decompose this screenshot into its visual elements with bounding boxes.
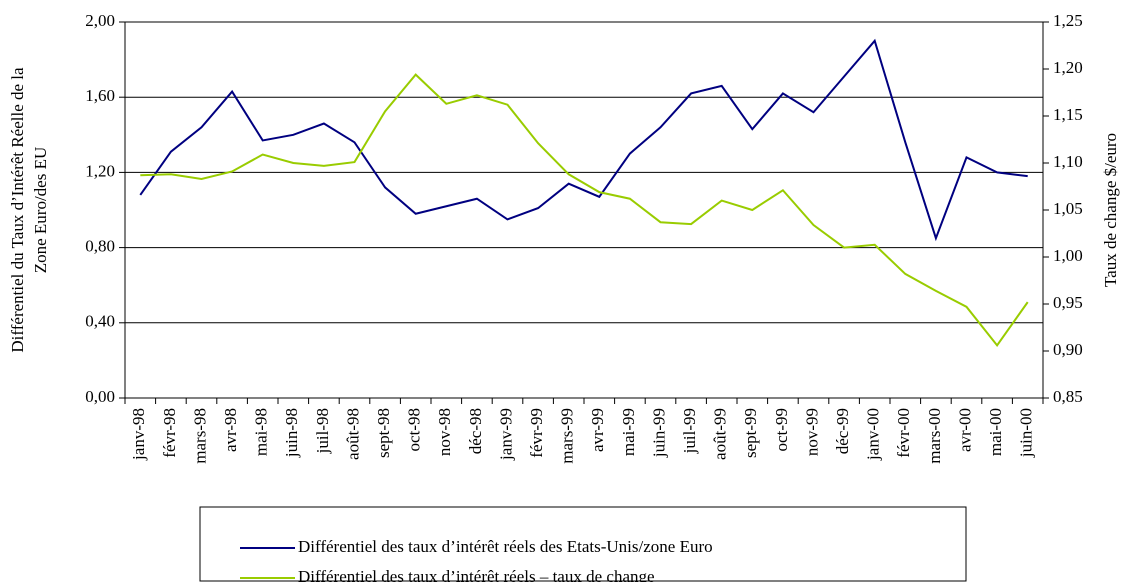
y-tick-label: 1,60 bbox=[85, 86, 115, 105]
series-line bbox=[139, 38, 1028, 242]
y2-tick-label: 1,00 bbox=[1053, 246, 1083, 265]
x-tick-label: juil-98 bbox=[313, 408, 332, 454]
legend-box bbox=[199, 506, 967, 582]
x-tick-label: avr-98 bbox=[221, 408, 240, 452]
y2-tick-label: 1,05 bbox=[1053, 199, 1083, 218]
x-tick-label: août-99 bbox=[711, 408, 730, 460]
y2-tick-label: 0,85 bbox=[1053, 387, 1083, 406]
series-line bbox=[140, 73, 1029, 348]
x-tick-label: juil-99 bbox=[680, 408, 699, 454]
x-tick-label: déc-99 bbox=[833, 408, 852, 454]
y2-tick-label: 1,10 bbox=[1053, 152, 1083, 171]
y2-tick-label: 1,20 bbox=[1053, 58, 1083, 77]
x-tick-label: août-98 bbox=[343, 408, 362, 460]
y2-axis-label: Taux de change $/euro bbox=[1101, 133, 1120, 287]
x-tick-label: nov-99 bbox=[802, 408, 821, 456]
legend-label: Différentiel des taux d’intérêt réels de… bbox=[298, 537, 713, 556]
x-tick-label: mai-99 bbox=[619, 408, 638, 456]
x-tick-label: mai-98 bbox=[252, 408, 271, 456]
x-tick-label: févr-99 bbox=[527, 408, 546, 458]
x-tick-label: oct-98 bbox=[405, 408, 424, 451]
x-tick-label: oct-99 bbox=[772, 408, 791, 451]
x-tick-label: déc-98 bbox=[466, 408, 485, 454]
x-tick-label: avr-99 bbox=[588, 408, 607, 452]
x-tick-label: mars-99 bbox=[558, 408, 577, 464]
y-tick-label: 2,00 bbox=[85, 11, 115, 30]
x-tick-label: sept-99 bbox=[741, 408, 760, 458]
x-tick-label: mars-98 bbox=[190, 408, 209, 464]
x-tick-label: mars-00 bbox=[925, 408, 944, 464]
x-tick-label: févr-00 bbox=[894, 408, 913, 458]
x-tick-label: janv-99 bbox=[496, 408, 515, 461]
y2-tick-label: 1,25 bbox=[1053, 11, 1083, 30]
y-tick-label: 0,00 bbox=[85, 387, 115, 406]
x-tick-label: mai-00 bbox=[986, 408, 1005, 456]
legend-label: Différentiel des taux d’intérêt réels – … bbox=[298, 567, 655, 582]
y2-tick-label: 1,15 bbox=[1053, 105, 1083, 124]
x-tick-label: janv-98 bbox=[129, 408, 148, 461]
x-tick-label: avr-00 bbox=[955, 408, 974, 452]
x-tick-label: févr-98 bbox=[160, 408, 179, 458]
x-tick-label: nov-98 bbox=[435, 408, 454, 456]
y-tick-label: 0,40 bbox=[85, 312, 115, 331]
y2-tick-label: 0,95 bbox=[1053, 293, 1083, 312]
y-axis-label-line: Différentiel du Taux d’Intérêt Réelle de… bbox=[8, 67, 27, 353]
x-tick-label: juin-98 bbox=[282, 408, 301, 458]
y2-tick-label: 0,90 bbox=[1053, 340, 1083, 359]
y-axis-label: Différentiel du Taux d’Intérêt Réelle de… bbox=[8, 67, 50, 353]
y-axis-label-line: Zone Euro/des EU bbox=[31, 147, 50, 274]
y-tick-label: 1,20 bbox=[85, 161, 115, 180]
x-tick-label: juin-99 bbox=[649, 408, 668, 458]
y-tick-label: 0,80 bbox=[85, 237, 115, 256]
x-tick-label: janv-00 bbox=[864, 408, 883, 461]
x-tick-label: juin-00 bbox=[1017, 408, 1036, 458]
x-tick-label: sept-98 bbox=[374, 408, 393, 458]
